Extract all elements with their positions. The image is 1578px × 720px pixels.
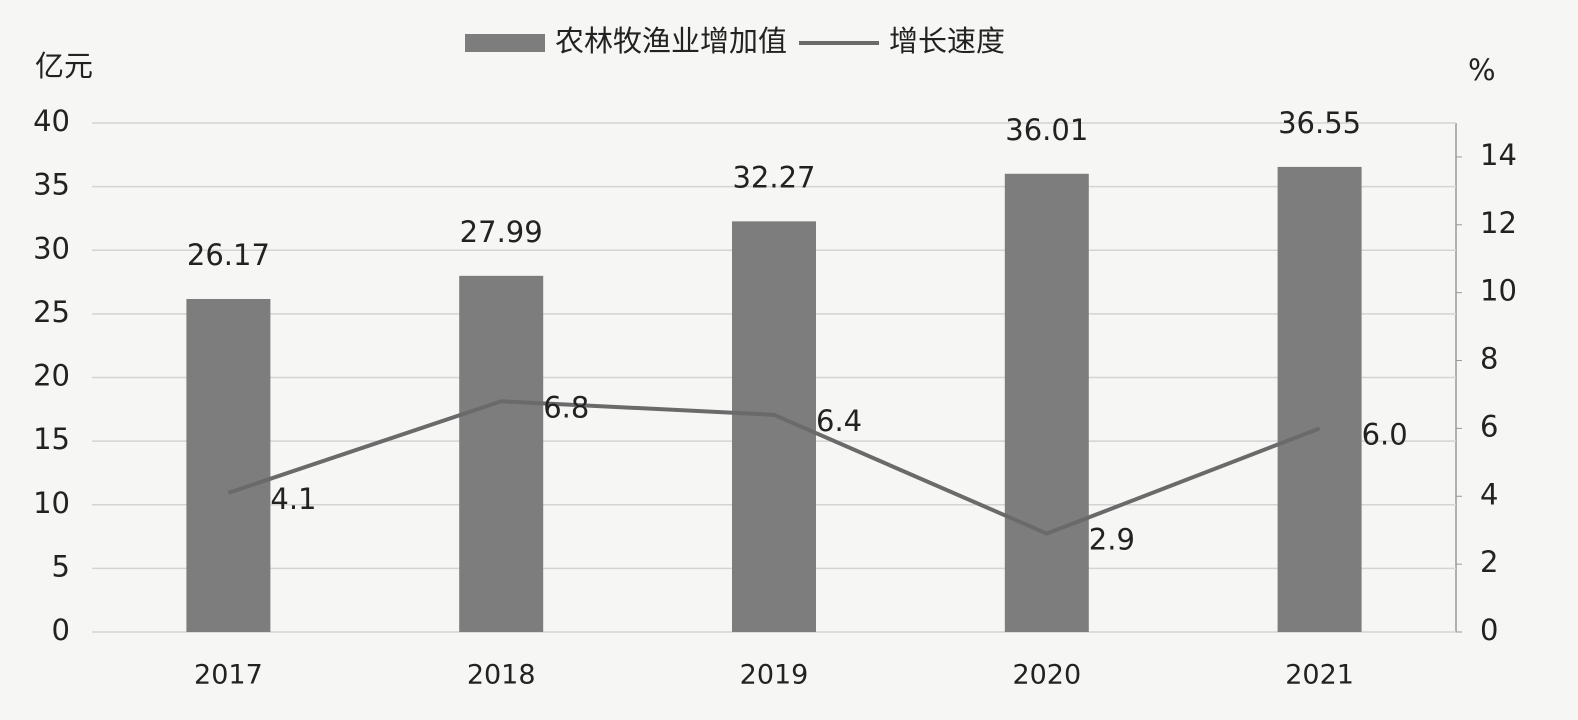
- x-tick-label: 2020: [1012, 660, 1081, 691]
- y-axis-label: 亿元: [35, 49, 93, 83]
- legend-swatch: [465, 34, 545, 52]
- y-tick-label: 20: [33, 359, 70, 393]
- legend-label: 农林牧渔业增加值: [555, 24, 787, 58]
- y2-tick-label: 0: [1480, 613, 1498, 647]
- bar: [186, 298, 271, 632]
- x-tick-label: 2019: [740, 660, 809, 691]
- line-value-label: 6.8: [543, 390, 589, 424]
- x-tick-label: 2021: [1285, 660, 1354, 691]
- line-value-label: 4.1: [270, 482, 316, 516]
- y2-tick-label: 14: [1480, 138, 1517, 172]
- line-value-label: 6.4: [816, 404, 862, 438]
- y-tick-label: 35: [33, 168, 70, 202]
- y-tick-label: 25: [33, 295, 70, 329]
- y2-tick-label: 2: [1480, 545, 1498, 579]
- y-tick-label: 30: [33, 231, 70, 265]
- bar-value-label: 36.55: [1278, 106, 1361, 140]
- x-tick-label: 2017: [194, 660, 263, 691]
- y-tick-label: 5: [52, 549, 70, 583]
- bar: [1277, 166, 1362, 632]
- bar-value-label: 27.99: [460, 215, 543, 249]
- x-tick-label: 2018: [467, 660, 536, 691]
- line-value-label: 6.0: [1362, 417, 1408, 451]
- y-tick-label: 40: [33, 104, 70, 138]
- y2-axis-label: %: [1468, 53, 1496, 87]
- bar-value-label: 36.01: [1005, 113, 1088, 147]
- y2-tick-label: 4: [1480, 477, 1498, 511]
- y2-tick-label: 6: [1480, 409, 1498, 443]
- y-tick-label: 15: [33, 422, 70, 456]
- y-tick-label: 0: [52, 613, 70, 647]
- bar: [459, 275, 544, 632]
- bar-value-label: 26.17: [187, 238, 270, 272]
- legend-label: 增长速度: [889, 24, 1005, 58]
- bar: [1004, 173, 1089, 632]
- line-value-label: 2.9: [1089, 523, 1135, 557]
- y-tick-label: 10: [33, 486, 70, 520]
- bar-value-label: 32.27: [732, 160, 815, 194]
- y2-tick-label: 8: [1480, 342, 1498, 376]
- y2-tick-label: 12: [1480, 206, 1517, 240]
- y2-tick-label: 10: [1480, 274, 1517, 308]
- line: [227, 399, 1321, 536]
